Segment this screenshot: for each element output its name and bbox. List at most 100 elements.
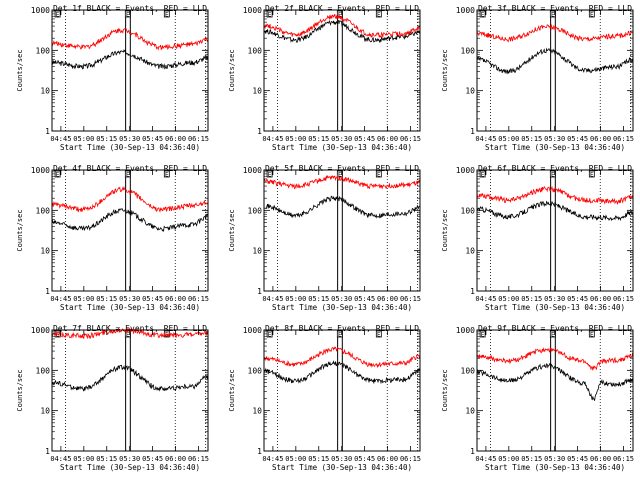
x-tick-label: 06:15: [613, 135, 634, 143]
marker-label: E: [377, 332, 381, 339]
x-tick-label: 04:45: [475, 455, 496, 463]
marker-box: [266, 170, 273, 178]
x-tick-label: 05:15: [308, 295, 329, 303]
y-tick-label: 1000: [456, 6, 475, 15]
x-tick-label: 05:45: [354, 455, 375, 463]
panel-title: Det 3f BLACK = Events, RED = LLD: [478, 4, 632, 13]
marker-box: [375, 10, 382, 18]
marker-label: E: [56, 332, 60, 339]
x-tick-label: 05:00: [73, 455, 94, 463]
y-tick-label: 1000: [456, 166, 475, 175]
x-tick-label: 06:00: [165, 135, 186, 143]
x-tick-label: 05:45: [142, 455, 163, 463]
x-tick-label: 04:45: [50, 135, 71, 143]
marker-box: [588, 10, 595, 18]
marker-box: [549, 170, 556, 178]
x-tick-label: 05:30: [331, 455, 352, 463]
interval-box: [337, 9, 343, 132]
x-tick-label: 04:45: [50, 455, 71, 463]
interval-box: [125, 329, 131, 452]
series-events-line: [51, 49, 209, 70]
marker-box: [479, 330, 486, 338]
panel-title: Det 9f BLACK = Events, RED = LLD: [478, 324, 632, 333]
x-tick-label: 05:45: [567, 455, 588, 463]
series-events-line: [51, 208, 209, 233]
y-tick-label: 10: [252, 407, 262, 416]
x-tick-label: 04:45: [475, 135, 496, 143]
marker-label: E: [481, 172, 485, 179]
marker-label: E: [377, 172, 381, 179]
marker-label: E: [551, 12, 555, 19]
x-tick-label: 05:45: [567, 295, 588, 303]
x-tick-label: 04:45: [50, 295, 71, 303]
marker-box: [549, 10, 556, 18]
x-tick-label: 06:00: [377, 455, 398, 463]
marker-label: E: [126, 172, 130, 179]
series-lld-line: [476, 185, 634, 206]
series-events-line: [263, 19, 421, 44]
marker-label: E: [268, 172, 272, 179]
marker-label: E: [590, 172, 594, 179]
y-tick-label: 10: [465, 247, 475, 256]
panel-title: Det 6f BLACK = Events, RED = LLD: [478, 164, 632, 173]
marker-label: E: [268, 12, 272, 19]
y-axis-label: Counts/sec: [228, 369, 236, 411]
marker-box: [54, 170, 61, 178]
x-tick-label: 04:45: [262, 135, 283, 143]
series-lld-line: [51, 327, 209, 340]
x-tick-label: 05:15: [96, 455, 117, 463]
marker-label: E: [481, 12, 485, 19]
y-tick-label: 10: [465, 407, 475, 416]
x-tick-label: 05:00: [285, 295, 306, 303]
x-tick-label: 05:00: [498, 295, 519, 303]
x-tick-label: 06:00: [165, 295, 186, 303]
y-tick-label: 1000: [456, 326, 475, 335]
y-tick-label: 1: [470, 127, 475, 136]
x-tick-label: 05:00: [73, 135, 94, 143]
y-tick-label: 1: [45, 447, 50, 456]
x-tick-label: 06:00: [590, 295, 611, 303]
panel-title: Det 4f BLACK = Events, RED = LLD: [53, 164, 207, 173]
marker-box: [479, 10, 486, 18]
x-tick-label: 04:45: [475, 295, 496, 303]
marker-label: E: [338, 12, 342, 19]
marker-label: E: [268, 332, 272, 339]
x-tick-label: 05:00: [498, 455, 519, 463]
interval-box: [337, 169, 343, 292]
y-tick-label: 1000: [243, 6, 262, 15]
y-tick-label: 100: [461, 206, 476, 215]
marker-box: [588, 330, 595, 338]
x-tick-label: 05:00: [285, 135, 306, 143]
marker-box: [588, 170, 595, 178]
y-tick-label: 100: [36, 46, 51, 55]
x-tick-label: 04:45: [262, 295, 283, 303]
marker-box: [54, 10, 61, 18]
panel-title: Det 5f BLACK = Events, RED = LLD: [265, 164, 419, 173]
panel-title: Det 8f BLACK = Events, RED = LLD: [265, 324, 419, 333]
marker-box: [549, 330, 556, 338]
x-tick-label: 06:15: [188, 295, 209, 303]
x-tick-label: 05:15: [308, 455, 329, 463]
x-tick-label: 06:15: [188, 135, 209, 143]
series-events-line: [476, 363, 634, 401]
series-events-line: [264, 195, 421, 219]
x-tick-label: 06:00: [590, 455, 611, 463]
x-tick-label: 06:15: [613, 455, 634, 463]
x-tick-label: 05:30: [544, 455, 565, 463]
y-tick-label: 100: [248, 366, 263, 375]
x-tick-label: 05:00: [498, 135, 519, 143]
panel-title: Det 1f BLACK = Events, RED = LLD: [53, 4, 207, 13]
series-events-line: [263, 360, 421, 385]
y-tick-label: 1: [45, 287, 50, 296]
y-axis-label: Counts/sec: [228, 209, 236, 251]
x-tick-label: 05:15: [521, 455, 542, 463]
x-axis-label: Start Time (30-Sep-13 04:36:40): [485, 143, 625, 152]
series-events-line: [51, 364, 209, 392]
y-tick-label: 1000: [243, 166, 262, 175]
